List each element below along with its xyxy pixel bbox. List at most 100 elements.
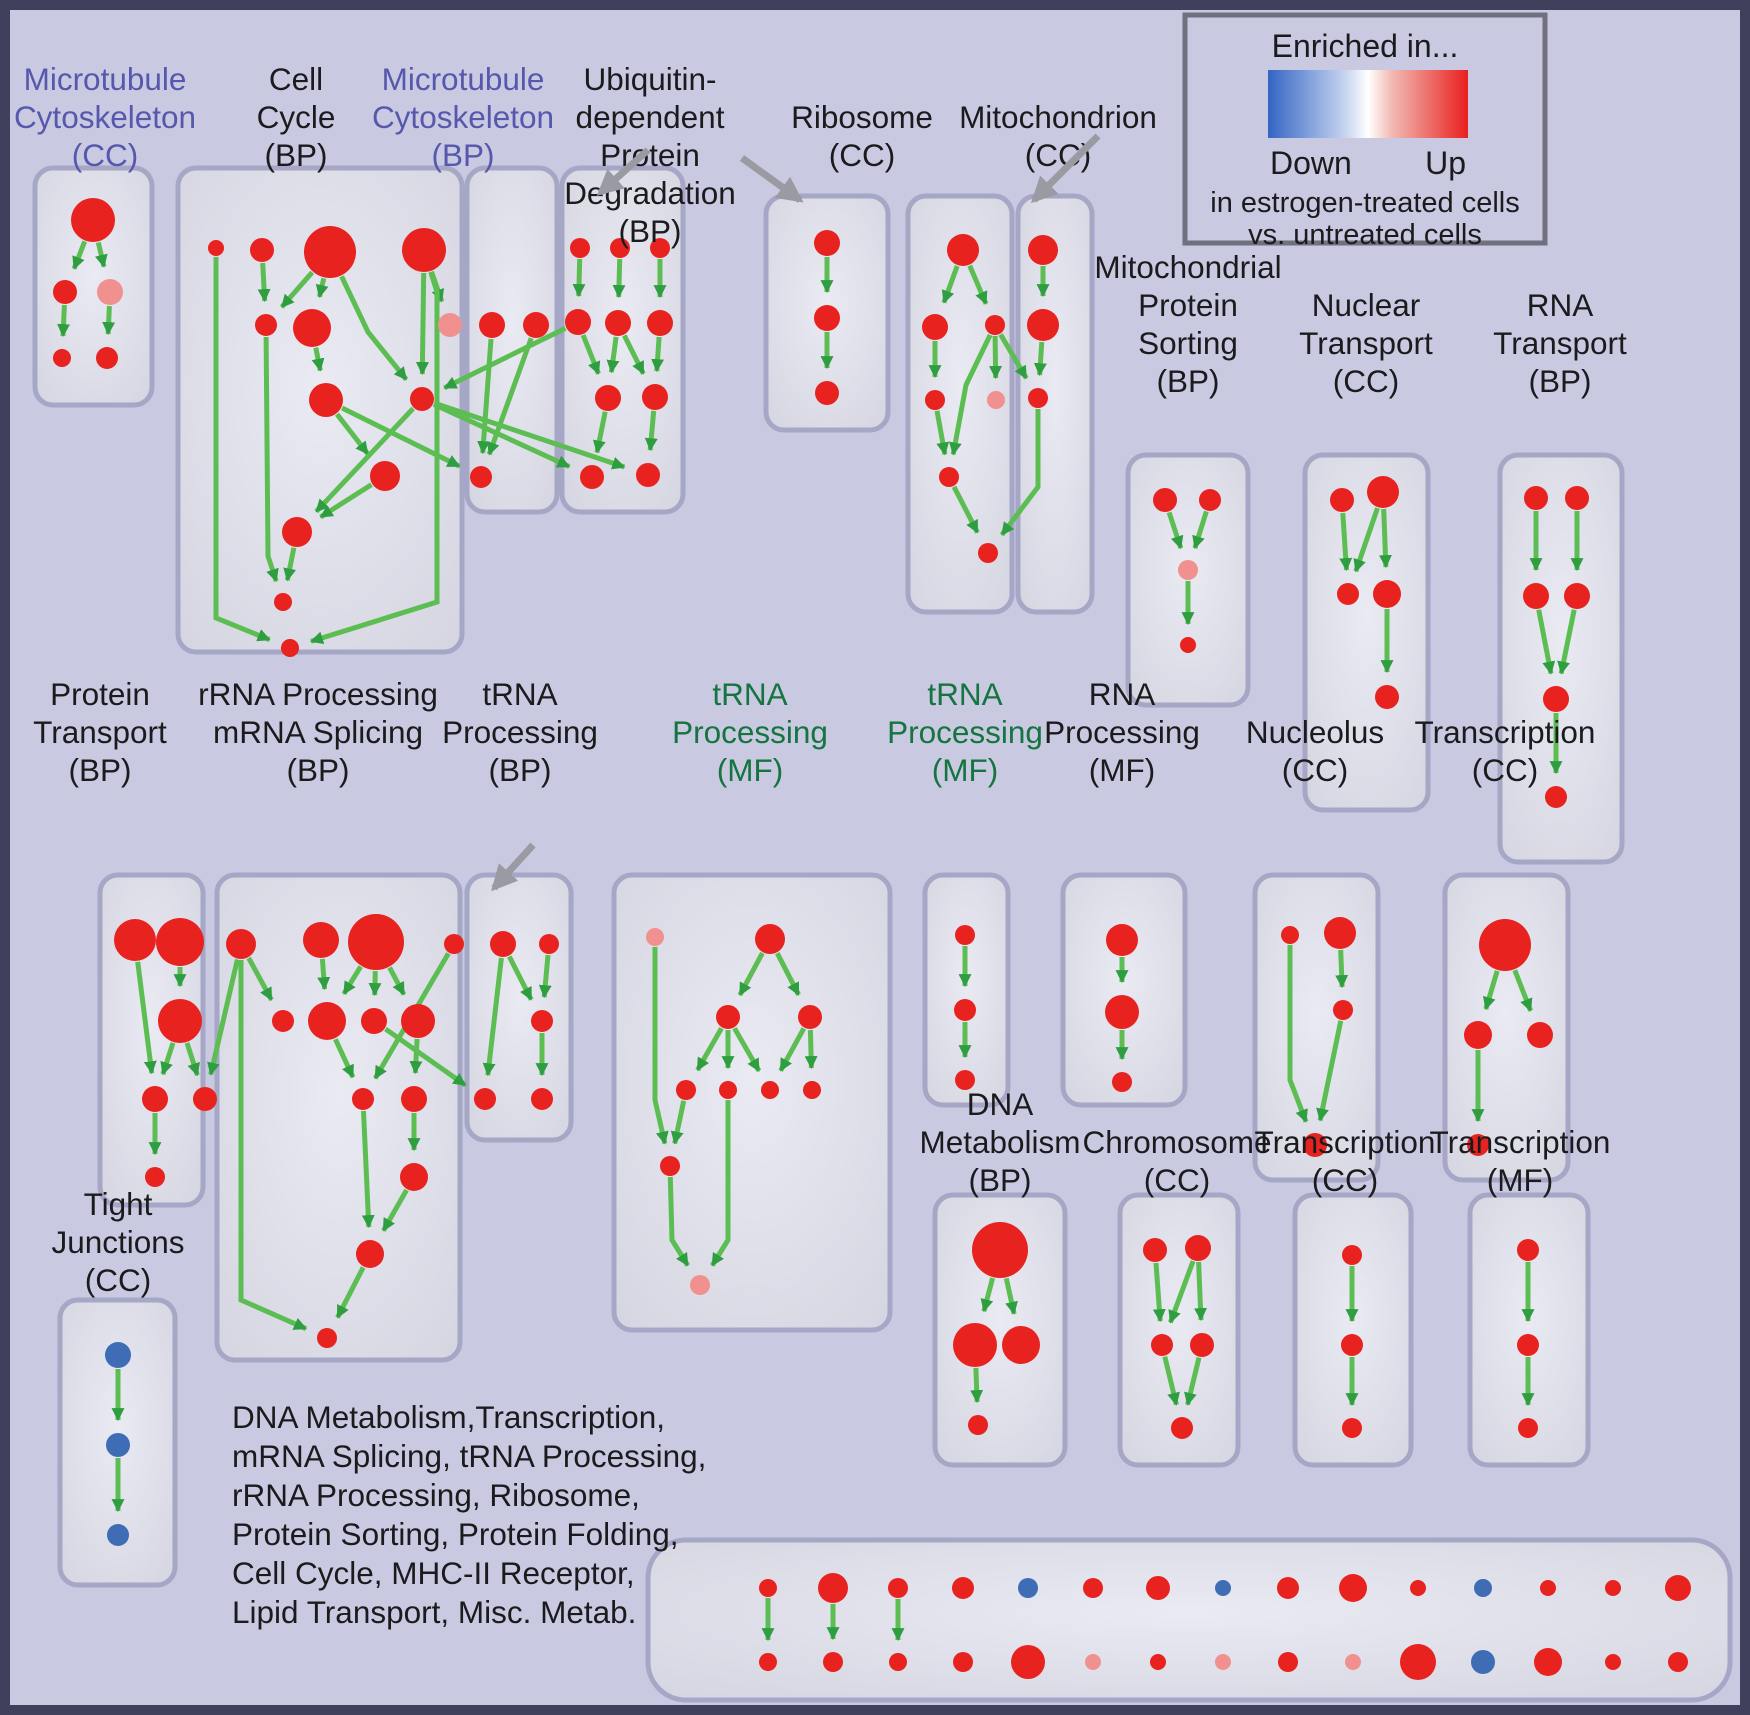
group-box-rnamf bbox=[1060, 872, 1188, 1108]
legend-subtitle-2: vs. untreated cells bbox=[1248, 219, 1482, 251]
node-mps-s3 bbox=[1178, 560, 1198, 580]
node-mtcc-a4 bbox=[53, 349, 71, 367]
node-mps-s2 bbox=[1199, 489, 1221, 511]
node-bottom-col5-bottom bbox=[1011, 1645, 1045, 1679]
node-cc-c8 bbox=[309, 383, 343, 417]
edge-cc-c6-c8 bbox=[311, 347, 325, 372]
node-bottom-col6-top bbox=[1083, 1578, 1103, 1598]
node-pt-p5 bbox=[193, 1087, 217, 1111]
edge-cc-c3-c5 bbox=[279, 270, 315, 309]
node-bottom-col12-bottom bbox=[1471, 1650, 1495, 1674]
node-ubib-b3 bbox=[815, 381, 839, 405]
node-cc-c10 bbox=[370, 461, 400, 491]
node-trnabp-tb1 bbox=[490, 931, 516, 957]
edge-trnamf1-q3-q7 bbox=[732, 1027, 762, 1073]
node-mito-mtb bbox=[1027, 309, 1059, 341]
group-box-bottom-panel bbox=[645, 1537, 1733, 1703]
edge-nucleolus-x1-x4 bbox=[1287, 945, 1309, 1123]
node-rnamf-w2 bbox=[1105, 995, 1139, 1029]
node-pt-p1 bbox=[114, 919, 156, 961]
node-ubia-u5 bbox=[642, 384, 668, 410]
edge-trnamf1-q6-q10 bbox=[710, 1100, 731, 1267]
edge-ntr-n1-n3 bbox=[1339, 512, 1353, 572]
group-label-rrna: rRNA Processing mRNA Splicing (BP) bbox=[198, 676, 438, 788]
node-mtcc-a2 bbox=[53, 280, 77, 304]
group-label-rtr: RNA Transport (BP) bbox=[1493, 287, 1627, 399]
node-rtr-t5 bbox=[1543, 686, 1569, 712]
group-label-dnam: DNA Metabolism (BP) bbox=[919, 1086, 1080, 1198]
node-rrna-r6 bbox=[308, 1002, 346, 1040]
edge-tcc1-y1-y3 bbox=[1512, 969, 1533, 1012]
edge-cc-c5-c12 bbox=[263, 336, 279, 583]
node-ubia-u1 bbox=[565, 309, 591, 335]
edge-dnam-d1-d2 bbox=[980, 1277, 996, 1313]
edge-chrom-h2-h3 bbox=[1168, 1260, 1196, 1324]
node-tcc2-g3 bbox=[1342, 1418, 1362, 1438]
node-bottom-col15-top bbox=[1665, 1575, 1691, 1601]
node-mtcc-a3 bbox=[97, 279, 123, 305]
node-trnabp-tb2 bbox=[539, 934, 559, 954]
edge-ubia-u2-u5 bbox=[622, 334, 646, 375]
node-mito-mta bbox=[1028, 235, 1058, 265]
group-label-ntr: Nuclear Transport (CC) bbox=[1299, 287, 1433, 399]
node-ribo-rb7 bbox=[978, 543, 998, 563]
node-trnamf1-q7 bbox=[761, 1081, 779, 1099]
edge-trnabp-tb1-tb3 bbox=[507, 955, 534, 1001]
node-rtr-t3 bbox=[1523, 583, 1549, 609]
edge-chrom-h3-h5 bbox=[1162, 1356, 1180, 1406]
node-trnamf2-v2 bbox=[954, 999, 976, 1021]
edge-cc-c9-c11 bbox=[314, 406, 415, 514]
node-mtbp-m3 bbox=[470, 466, 492, 488]
edge-cross-ubia.u1-cc.c9 bbox=[443, 325, 567, 391]
node-rrna-r5 bbox=[272, 1010, 294, 1032]
pointer-ubiquitin-right-icon bbox=[739, 155, 804, 203]
edge-rrna-r9-r12 bbox=[361, 1110, 375, 1229]
edge-cross-mito.mt1-ribo.rb7 bbox=[999, 409, 1041, 537]
node-bottom-col11-top bbox=[1410, 1580, 1426, 1596]
node-tj-j3 bbox=[107, 1524, 129, 1546]
edge-cc-c3-c9 bbox=[339, 275, 409, 382]
node-bottom-col7-bottom bbox=[1150, 1654, 1166, 1670]
node-ntr-n3 bbox=[1337, 583, 1359, 605]
node-trnamf1-q8 bbox=[803, 1081, 821, 1099]
node-bottom-col4-top bbox=[952, 1577, 974, 1599]
edge-cross-cc.c8-mtbp.m3 bbox=[340, 405, 461, 469]
node-bottom-col5-top bbox=[1018, 1578, 1038, 1598]
node-trnamf1-q10 bbox=[690, 1275, 710, 1295]
node-dnam-d4 bbox=[968, 1415, 988, 1435]
group-box-trnamf2 bbox=[922, 872, 1011, 1108]
node-bottom-col4-bottom bbox=[953, 1652, 973, 1672]
node-trnamf1-q9 bbox=[660, 1156, 680, 1176]
node-ubia-u4 bbox=[595, 385, 621, 411]
group-box-tcc2 bbox=[1292, 1192, 1414, 1468]
node-bottom-col10-top bbox=[1339, 1574, 1367, 1602]
node-cc-c13 bbox=[281, 639, 299, 657]
node-tcc2-g2 bbox=[1341, 1334, 1363, 1356]
node-ribo-rb1 bbox=[947, 234, 979, 266]
node-rrna-r4 bbox=[444, 934, 464, 954]
group-box-rrna bbox=[214, 872, 463, 1363]
edge-ribo-rb4-rb6 bbox=[934, 410, 950, 456]
group-label-tcc1: Transcription (CC) bbox=[1415, 714, 1596, 788]
edge-ubia-ut2-u2 bbox=[612, 258, 626, 299]
edge-ubia-u3-u5 bbox=[651, 336, 665, 373]
legend-down-label: Down bbox=[1270, 145, 1352, 181]
node-chrom-h3 bbox=[1151, 1334, 1173, 1356]
edge-mps-s1-s3 bbox=[1166, 511, 1184, 550]
node-ubia-u8 bbox=[636, 463, 660, 487]
edge-trnamf1-q2-q4 bbox=[775, 952, 801, 996]
node-chrom-h2 bbox=[1185, 1235, 1211, 1261]
node-pt-p2 bbox=[156, 918, 204, 966]
node-cc-c11 bbox=[282, 517, 312, 547]
edge-rtr-t3-t5 bbox=[1536, 609, 1556, 675]
node-ubia-ut2 bbox=[610, 238, 630, 258]
node-nucleolus-x4 bbox=[1303, 1133, 1327, 1157]
edge-cc-c8-c10 bbox=[335, 412, 370, 456]
edge-ubia-u4-u7 bbox=[592, 411, 608, 454]
node-cc-c2 bbox=[250, 238, 274, 262]
node-nucleolus-x1 bbox=[1281, 926, 1299, 944]
group-box-tmf bbox=[1467, 1192, 1591, 1468]
edge-mps-s2-s3 bbox=[1192, 510, 1209, 550]
node-bottom-col6-bottom bbox=[1085, 1654, 1101, 1670]
